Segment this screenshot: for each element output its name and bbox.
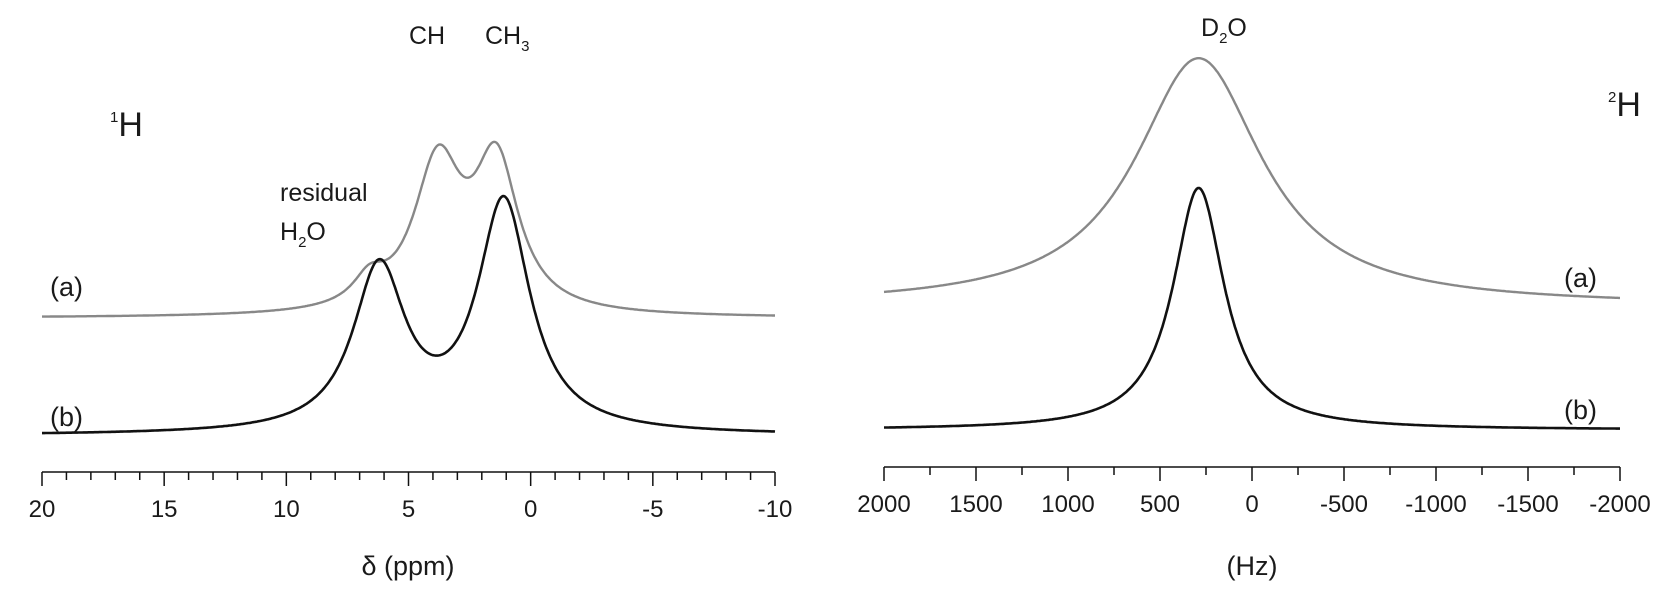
annotation-residual: residual — [280, 179, 368, 207]
x-tick-label: 1000 — [1041, 491, 1094, 518]
x-tick-label: -2000 — [1589, 491, 1650, 518]
annotation-d2o: D2O — [1201, 14, 1247, 47]
annotation-h2o: H2O — [280, 218, 326, 251]
x-tick-label: -500 — [1320, 491, 1368, 518]
series-label-1h-a: (a) — [50, 272, 83, 302]
x-tick-label: 0 — [524, 496, 537, 523]
spectrum-2h-b-line — [884, 186, 1620, 430]
x-tick-label: -5 — [642, 496, 663, 523]
x-axis-ticks-1h: 20 15 10 5 0 -5 -10 — [29, 472, 793, 523]
series-label-2h-a: (a) — [1564, 263, 1597, 293]
annotation-ch: CH — [409, 22, 445, 50]
nucleus-label-1h: 1H — [110, 106, 143, 144]
x-tick-label: 5 — [402, 496, 415, 523]
series-label-1h-b: (b) — [50, 402, 83, 432]
x-tick-label: 0 — [1245, 491, 1258, 518]
x-tick-label: 15 — [151, 496, 178, 523]
spectrum-1h-a-line — [42, 140, 775, 318]
x-tick-label: -1000 — [1405, 491, 1466, 518]
panel-1h: 1H (a) (b) residual H2O CH CH3 20 15 10 5 0 -… — [29, 22, 793, 581]
annotation-ch3: CH3 — [485, 22, 529, 55]
x-tick-label: -10 — [758, 496, 793, 523]
x-tick-label: -1500 — [1497, 491, 1558, 518]
spectrum-2h-a-line — [883, 57, 1620, 300]
x-tick-label: 20 — [29, 496, 56, 523]
x-axis-title-1h: δ (ppm) — [361, 551, 454, 581]
x-tick-label: 2000 — [857, 491, 910, 518]
spectrum-1h-b-line — [42, 194, 776, 435]
nucleus-label-2h: 2H — [1608, 86, 1641, 124]
x-axis-ticks-2h: 2000 1500 1000 500 0 -500 -1000 -1500 -2000 — [857, 467, 1651, 518]
x-tick-label: 500 — [1140, 491, 1180, 518]
x-axis-title-2h: (Hz) — [1227, 551, 1278, 581]
series-label-2h-b: (b) — [1564, 395, 1597, 425]
x-tick-label: 10 — [273, 496, 300, 523]
panel-2h: 2H (a) (b) D2O 2000 1500 1000 500 0 -500 -1000… — [857, 14, 1650, 581]
x-tick-label: 1500 — [949, 491, 1002, 518]
